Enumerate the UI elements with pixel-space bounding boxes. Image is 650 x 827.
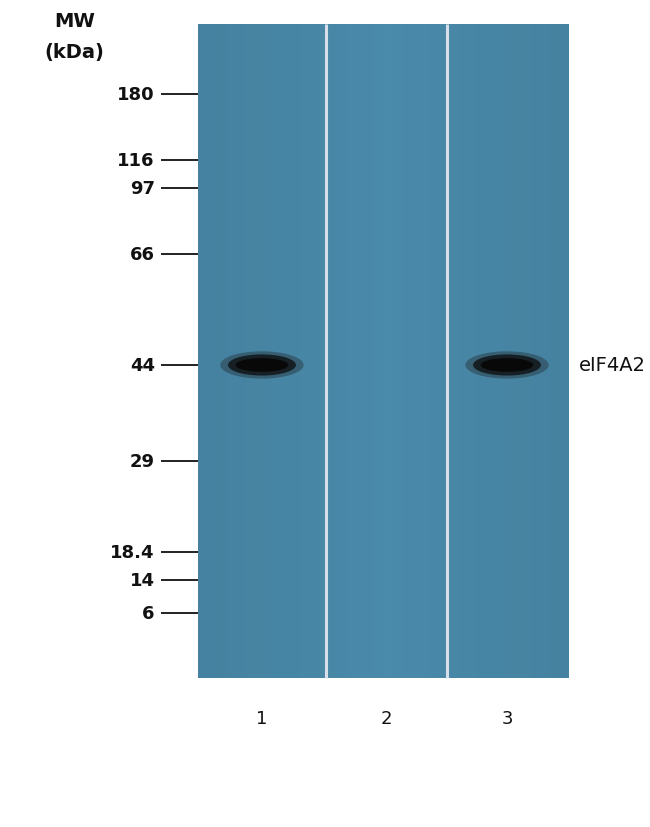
Bar <box>207 25 216 678</box>
Bar <box>300 25 309 678</box>
Bar <box>291 25 300 678</box>
Ellipse shape <box>481 359 533 372</box>
Bar <box>430 25 439 678</box>
Bar <box>421 25 430 678</box>
Text: (kDa): (kDa) <box>45 43 105 62</box>
Bar <box>281 25 291 678</box>
Ellipse shape <box>236 359 288 372</box>
Bar <box>198 25 207 678</box>
Bar <box>393 25 402 678</box>
Bar <box>467 25 476 678</box>
Bar <box>244 25 254 678</box>
Text: 6: 6 <box>142 605 155 623</box>
Bar <box>337 25 346 678</box>
Bar <box>346 25 356 678</box>
Bar <box>532 25 541 678</box>
Bar <box>448 25 458 678</box>
Text: MW: MW <box>55 12 95 31</box>
Bar <box>439 25 448 678</box>
Bar <box>495 25 504 678</box>
Bar <box>254 25 263 678</box>
Text: 3: 3 <box>501 709 513 727</box>
Bar <box>328 25 337 678</box>
Bar <box>235 25 244 678</box>
Bar <box>476 25 486 678</box>
Bar <box>356 25 365 678</box>
Text: 97: 97 <box>130 179 155 198</box>
Bar <box>458 25 467 678</box>
Bar <box>263 25 272 678</box>
Bar <box>226 25 235 678</box>
Bar <box>514 25 523 678</box>
Ellipse shape <box>228 355 296 376</box>
Text: 116: 116 <box>117 152 155 170</box>
Ellipse shape <box>473 355 541 376</box>
Ellipse shape <box>220 352 304 379</box>
Text: eIF4A2: eIF4A2 <box>578 356 645 375</box>
Bar <box>384 25 393 678</box>
Bar <box>541 25 551 678</box>
Ellipse shape <box>465 352 549 379</box>
Bar <box>217 25 226 678</box>
Bar <box>504 25 514 678</box>
Bar <box>402 25 411 678</box>
Bar <box>523 25 532 678</box>
Bar <box>318 25 328 678</box>
Text: 180: 180 <box>117 86 155 104</box>
Text: 18.4: 18.4 <box>111 543 155 562</box>
Text: 1: 1 <box>256 709 268 727</box>
Bar <box>486 25 495 678</box>
Bar <box>365 25 374 678</box>
Text: 66: 66 <box>130 246 155 264</box>
Bar <box>374 25 384 678</box>
Bar <box>198 25 569 678</box>
Text: 14: 14 <box>130 571 155 590</box>
Bar <box>411 25 421 678</box>
Bar <box>550 25 560 678</box>
Text: 2: 2 <box>381 709 393 727</box>
Bar <box>309 25 318 678</box>
Text: 44: 44 <box>130 356 155 375</box>
Bar <box>272 25 281 678</box>
Text: 29: 29 <box>130 452 155 471</box>
Bar <box>560 25 569 678</box>
